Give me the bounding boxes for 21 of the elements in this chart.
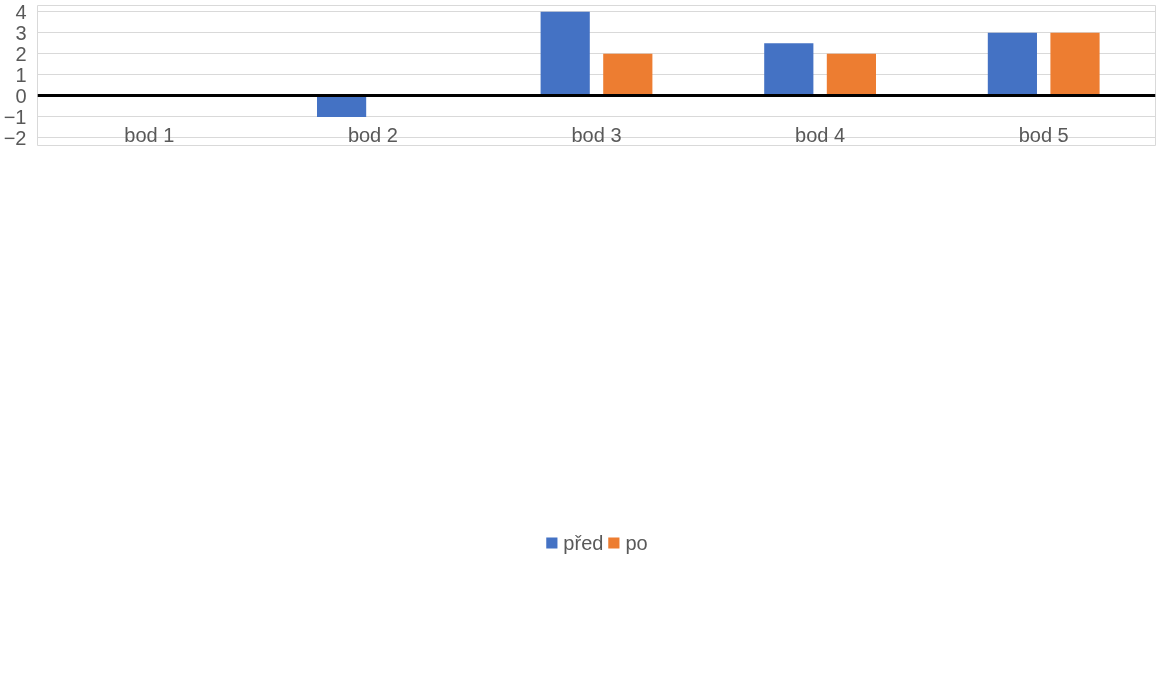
y-tick-label: −2 <box>3 126 27 149</box>
bar <box>540 11 590 96</box>
bar <box>603 53 653 96</box>
y-tick-label: −1 <box>3 105 27 128</box>
bar <box>317 95 367 117</box>
x-tick-label: bod 5 <box>1018 123 1069 146</box>
bar <box>764 43 814 96</box>
x-tick-label: bod 3 <box>571 123 622 146</box>
bar <box>987 32 1037 96</box>
x-tick-label: bod 2 <box>347 123 398 146</box>
y-tick-label: 1 <box>15 63 27 86</box>
legend-label: po <box>625 531 648 554</box>
bar <box>1050 32 1100 96</box>
y-tick-label: 0 <box>15 84 27 107</box>
y-tick-label: 3 <box>15 21 27 44</box>
x-tick-label: bod 1 <box>124 123 175 146</box>
y-tick-label: 4 <box>15 0 27 23</box>
bar <box>826 53 876 96</box>
y-tick-label: 2 <box>15 42 27 65</box>
x-tick-label: bod 4 <box>795 123 846 146</box>
legend-label: před <box>563 531 604 554</box>
